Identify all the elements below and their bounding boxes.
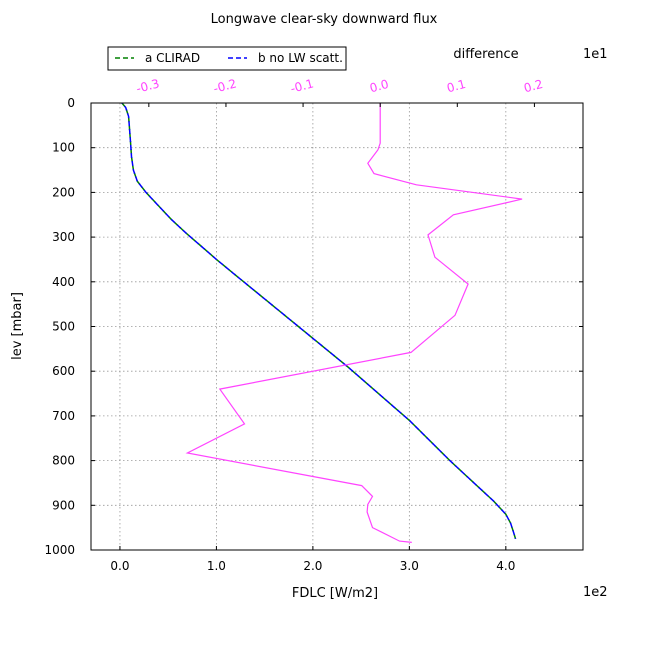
legend-box [107,46,347,71]
axis-ticks: 0.0 1.0 2.0 3.0 4.0 0 100 200 300 400 500 600 700 800… [44,76,583,573]
top-axis-multiplier: 1e1 [583,47,608,62]
y-tick-label: 700 [52,409,75,423]
grid-lines [91,103,583,550]
series-line-2 [185,103,523,543]
y-tick-label: 100 [52,141,75,155]
top-tick-label: -0.2 [212,76,238,96]
top-tick-label: -0.3 [135,76,161,96]
x-tick-label: 2.0 [303,559,322,573]
y-tick-label: 300 [52,230,75,244]
x-axis-label: FDLC [W/m2] [292,586,378,601]
y-axis-label: lev [mbar] [10,292,25,360]
y-tick-label: 600 [52,364,75,378]
legend-label-clirad: a CLIRAD [145,51,200,65]
top-tick-label: -0.1 [289,76,315,96]
data-series [121,102,523,543]
y-tick-label: 400 [52,275,75,289]
x-tick-label: 4.0 [496,559,515,573]
top-axis-label: difference [453,47,518,62]
y-tick-label: 1000 [44,543,75,557]
series-line-0 [121,102,517,540]
y-tick-label: 0 [67,96,75,110]
y-tick-label: 500 [52,320,75,334]
chart-title: Longwave clear-sky downward flux [211,12,438,27]
y-tick-label: 900 [52,498,75,512]
top-tick-label: 0.2 [522,77,544,95]
x-tick-label: 1.0 [207,559,226,573]
legend: a CLIRAD b no LW scatt. [107,46,347,71]
x-tick-label: 0.0 [110,559,129,573]
y-tick-label: 800 [52,454,75,468]
top-tick-label: 0.0 [368,77,390,95]
x-tick-label: 3.0 [400,559,419,573]
x-axis-multiplier: 1e2 [583,585,608,600]
legend-label-no-lw-scatt: b no LW scatt. [258,51,343,65]
y-tick-label: 200 [52,185,75,199]
top-tick-label: 0.1 [445,77,467,95]
series-line-1 [121,102,517,540]
